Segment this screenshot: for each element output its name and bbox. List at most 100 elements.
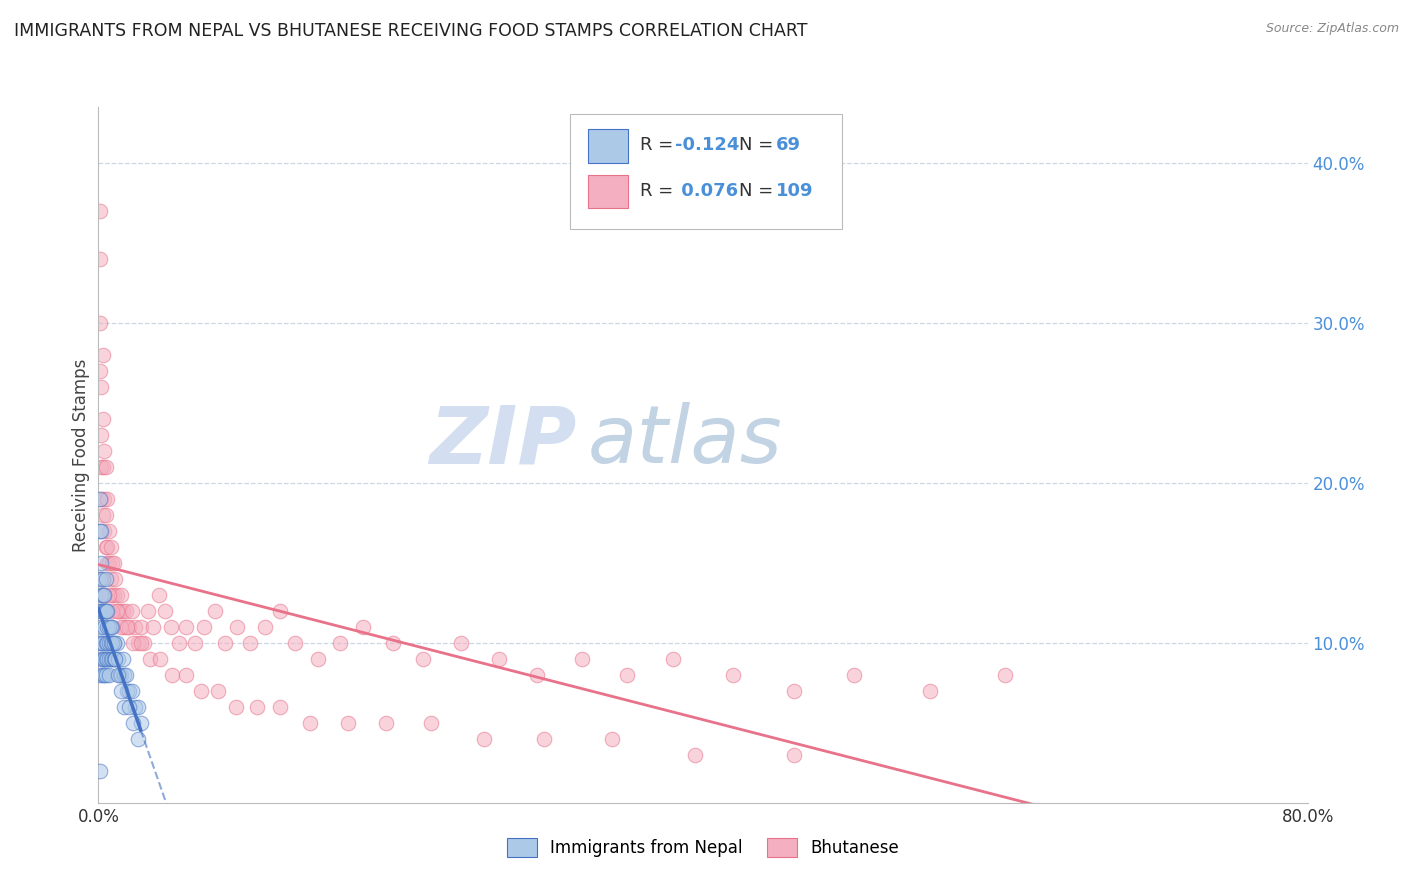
Point [98, 636, 121, 650]
Point [89, 604, 111, 618]
Point [90, 588, 112, 602]
Point [93, 652, 115, 666]
Point [118, 699, 141, 714]
Point [91, 604, 114, 618]
Point [382, 636, 405, 650]
Point [89, 204, 111, 219]
Point [90, 428, 112, 442]
Point [93, 588, 115, 602]
Text: atlas: atlas [588, 402, 783, 480]
Point [329, 636, 352, 650]
Point [450, 636, 472, 650]
Text: N =: N = [740, 136, 779, 154]
Point [91, 588, 114, 602]
Point [89, 316, 111, 330]
Point [112, 699, 135, 714]
Point [844, 668, 866, 682]
Point [96, 652, 118, 666]
Point [132, 636, 155, 650]
Point [96, 604, 118, 618]
Text: -0.124: -0.124 [675, 136, 740, 154]
Point [136, 604, 159, 618]
Point [299, 715, 322, 730]
Point [89, 764, 111, 778]
Point [352, 620, 374, 634]
Point [93, 620, 115, 634]
Point [101, 588, 124, 602]
FancyBboxPatch shape [588, 129, 628, 162]
Point [110, 668, 132, 682]
Point [160, 620, 183, 634]
Point [91, 412, 114, 426]
Point [101, 604, 124, 618]
Point [93, 604, 115, 618]
FancyBboxPatch shape [569, 114, 842, 229]
Point [616, 668, 638, 682]
Point [89, 252, 111, 266]
Point [94, 540, 117, 554]
Text: 69: 69 [776, 136, 800, 154]
Point [89, 572, 111, 586]
Point [114, 604, 136, 618]
Point [90, 652, 112, 666]
Point [127, 636, 149, 650]
Point [90, 524, 112, 538]
Point [184, 636, 207, 650]
Point [91, 348, 114, 362]
Point [100, 652, 122, 666]
Point [105, 636, 128, 650]
Point [93, 524, 115, 538]
Point [94, 636, 117, 650]
Point [122, 636, 145, 650]
Point [98, 588, 121, 602]
Point [129, 715, 152, 730]
Point [94, 668, 117, 682]
Point [98, 524, 121, 538]
Text: Source: ZipAtlas.com: Source: ZipAtlas.com [1265, 22, 1399, 36]
Point [127, 731, 149, 746]
Point [121, 683, 143, 698]
Point [112, 668, 135, 682]
Point [121, 604, 143, 618]
Point [374, 715, 396, 730]
Point [96, 491, 118, 506]
Point [214, 636, 236, 650]
Text: IMMIGRANTS FROM NEPAL VS BHUTANESE RECEIVING FOOD STAMPS CORRELATION CHART: IMMIGRANTS FROM NEPAL VS BHUTANESE RECEI… [14, 22, 807, 40]
Point [91, 508, 114, 522]
Point [225, 699, 247, 714]
Point [90, 604, 112, 618]
Point [103, 636, 125, 650]
Point [89, 668, 111, 682]
Point [111, 652, 134, 666]
Point [110, 588, 132, 602]
Point [685, 747, 707, 762]
Point [124, 620, 146, 634]
Point [89, 364, 111, 378]
Point [107, 652, 129, 666]
Point [204, 604, 226, 618]
Point [94, 508, 117, 522]
Text: 0.076: 0.076 [675, 182, 738, 200]
Point [118, 683, 141, 698]
Point [488, 652, 510, 666]
FancyBboxPatch shape [588, 175, 628, 208]
Point [94, 604, 117, 618]
Point [94, 604, 117, 618]
Point [94, 604, 117, 618]
Point [104, 652, 127, 666]
Point [93, 491, 115, 506]
Point [108, 604, 131, 618]
Point [93, 444, 115, 458]
Point [101, 556, 124, 570]
Point [100, 572, 122, 586]
Point [100, 636, 122, 650]
Text: 109: 109 [776, 182, 813, 200]
Point [118, 620, 141, 634]
Point [91, 572, 114, 586]
Point [90, 491, 112, 506]
Point [96, 540, 118, 554]
Point [918, 683, 941, 698]
Point [129, 636, 152, 650]
Point [91, 668, 114, 682]
Text: N =: N = [740, 182, 779, 200]
